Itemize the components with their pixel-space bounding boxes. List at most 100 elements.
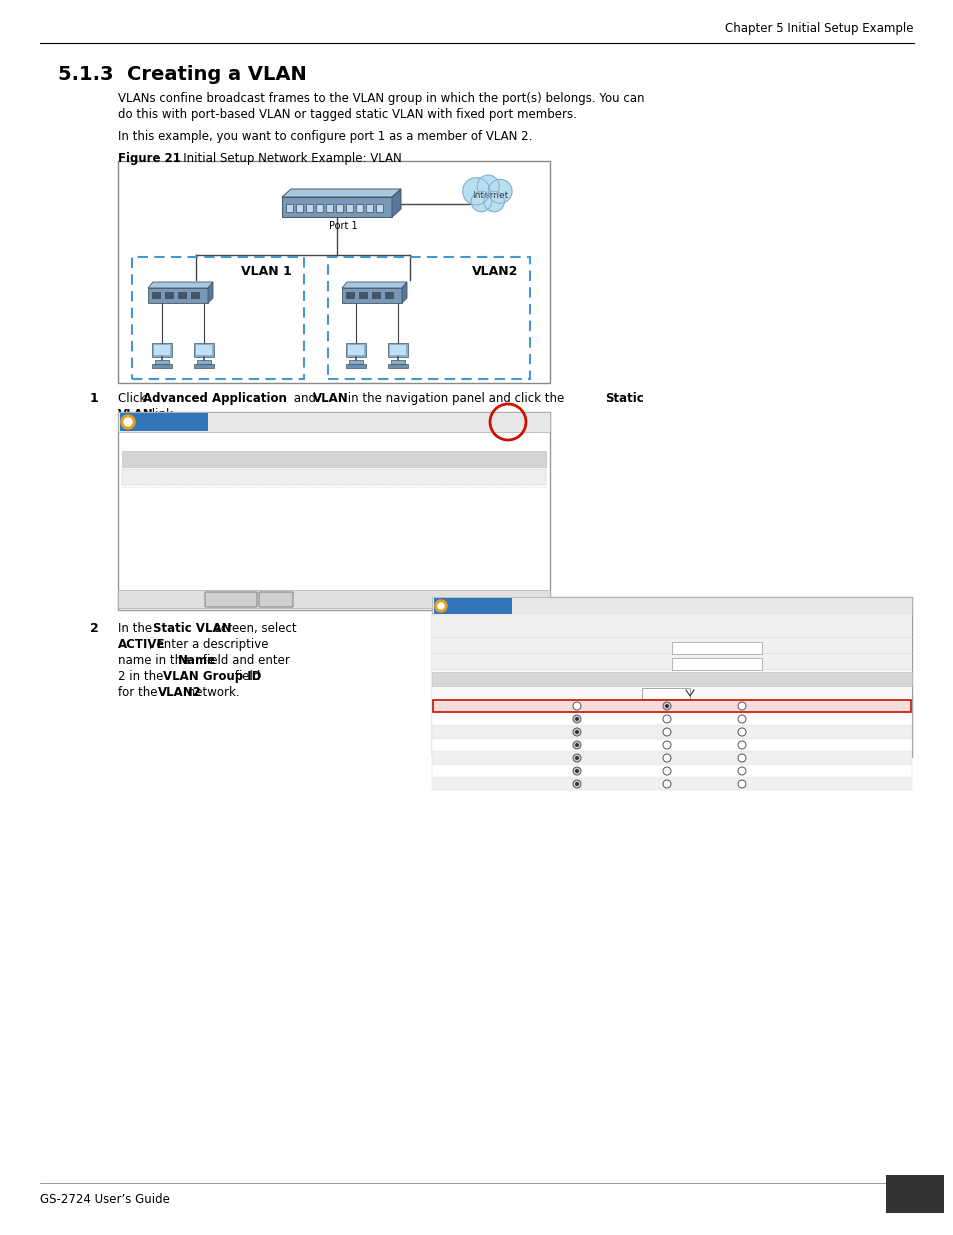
Text: Elapsed Time: Elapsed Time	[350, 453, 416, 463]
Text: VLAN Status: VLAN Status	[138, 415, 193, 424]
Text: Figure 21: Figure 21	[118, 152, 181, 165]
Text: 5.1.3  Creating a VLAN: 5.1.3 Creating a VLAN	[58, 65, 307, 84]
Text: Forbidden: Forbidden	[748, 766, 786, 776]
Bar	[154, 359, 169, 364]
Circle shape	[662, 701, 670, 710]
Circle shape	[437, 603, 443, 609]
Text: Port 1: Port 1	[329, 221, 357, 231]
Bar	[346, 364, 366, 368]
Text: 1: 1	[90, 391, 99, 405]
Bar	[349, 359, 363, 364]
Circle shape	[573, 781, 580, 788]
Circle shape	[662, 755, 670, 762]
Circle shape	[738, 715, 745, 722]
Bar	[432, 726, 911, 739]
Text: link.: link.	[148, 408, 176, 421]
Text: VLAN2: VLAN2	[158, 685, 202, 699]
Circle shape	[573, 701, 580, 710]
Bar	[432, 597, 911, 615]
Circle shape	[662, 741, 670, 748]
Bar	[122, 469, 545, 485]
Text: Static VLAN: Static VLAN	[450, 600, 503, 609]
Text: Status: Status	[467, 453, 498, 463]
Bar	[432, 713, 911, 725]
Text: VLAN Port Setting: VLAN Port Setting	[337, 415, 417, 424]
Text: Click: Click	[118, 391, 150, 405]
Text: VLAN: VLAN	[118, 408, 153, 421]
Circle shape	[121, 415, 135, 429]
Text: and: and	[290, 391, 319, 405]
Bar	[432, 764, 911, 777]
Circle shape	[573, 755, 580, 762]
Circle shape	[662, 715, 670, 722]
Text: Normal: Normal	[583, 701, 611, 710]
Text: 5: 5	[459, 753, 464, 762]
Text: Normal: Normal	[583, 766, 611, 776]
Text: Static: Static	[469, 471, 497, 480]
Bar	[122, 451, 545, 467]
Text: ☑ Tx Tagging: ☑ Tx Tagging	[823, 701, 874, 710]
Polygon shape	[341, 288, 401, 303]
Circle shape	[738, 767, 745, 776]
Text: 7: 7	[458, 779, 464, 788]
Bar	[152, 291, 161, 299]
Bar	[388, 343, 408, 357]
Bar	[315, 204, 323, 212]
Text: 2: 2	[459, 714, 464, 722]
Bar	[326, 204, 333, 212]
Polygon shape	[148, 282, 213, 288]
Circle shape	[476, 175, 498, 198]
Text: ACTIVE: ACTIVE	[576, 627, 607, 636]
Bar	[366, 204, 373, 212]
Polygon shape	[208, 282, 213, 303]
Text: ☑ Tx Tagging: ☑ Tx Tagging	[821, 688, 877, 697]
Text: 1: 1	[165, 471, 171, 480]
Text: field and enter: field and enter	[199, 655, 290, 667]
Text: Fixed: Fixed	[673, 766, 693, 776]
Bar	[346, 343, 366, 357]
Bar	[432, 752, 911, 764]
Text: Fixed: Fixed	[673, 727, 693, 736]
FancyBboxPatch shape	[205, 592, 256, 606]
Text: ✓: ✓	[675, 627, 682, 637]
Bar	[165, 291, 173, 299]
FancyBboxPatch shape	[432, 597, 911, 757]
Text: name in the: name in the	[118, 655, 193, 667]
Circle shape	[575, 782, 578, 785]
Circle shape	[664, 704, 668, 708]
Text: Next: Next	[266, 594, 286, 603]
Bar	[375, 204, 382, 212]
Text: Fixed: Fixed	[673, 740, 693, 748]
Text: Initial Setup Network Example: VLAN: Initial Setup Network Example: VLAN	[172, 152, 401, 165]
Circle shape	[573, 741, 580, 748]
Text: Forbidden: Forbidden	[748, 727, 786, 736]
Circle shape	[573, 767, 580, 776]
Bar	[335, 204, 343, 212]
Text: for the: for the	[118, 685, 161, 699]
Text: Normal: Normal	[583, 779, 611, 788]
Text: GS-2724 User’s Guide: GS-2724 User’s Guide	[40, 1193, 170, 1207]
Polygon shape	[282, 189, 400, 198]
Text: ACTIVE: ACTIVE	[118, 638, 165, 651]
Text: , enter a descriptive: , enter a descriptive	[150, 638, 269, 651]
Bar	[432, 700, 911, 713]
Bar	[432, 739, 911, 751]
Circle shape	[573, 727, 580, 736]
Polygon shape	[282, 198, 392, 217]
Text: Advanced Application: Advanced Application	[143, 391, 287, 405]
Bar	[193, 343, 213, 357]
Bar	[385, 291, 394, 299]
Bar	[432, 672, 911, 685]
Text: Normal: Normal	[644, 688, 675, 697]
Text: ☑ Tx Tagging: ☑ Tx Tagging	[823, 753, 874, 762]
Text: Name: Name	[578, 643, 604, 652]
Text: 6: 6	[458, 766, 464, 776]
Text: VLAN 1: VLAN 1	[241, 266, 292, 278]
Circle shape	[575, 756, 578, 760]
Text: 2 in the: 2 in the	[118, 671, 167, 683]
Bar	[432, 615, 911, 671]
Text: The Number of VLAN = 1: The Number of VLAN = 1	[123, 433, 246, 445]
Bar	[196, 359, 211, 364]
Bar	[153, 345, 170, 354]
Text: screen, select: screen, select	[211, 622, 296, 635]
